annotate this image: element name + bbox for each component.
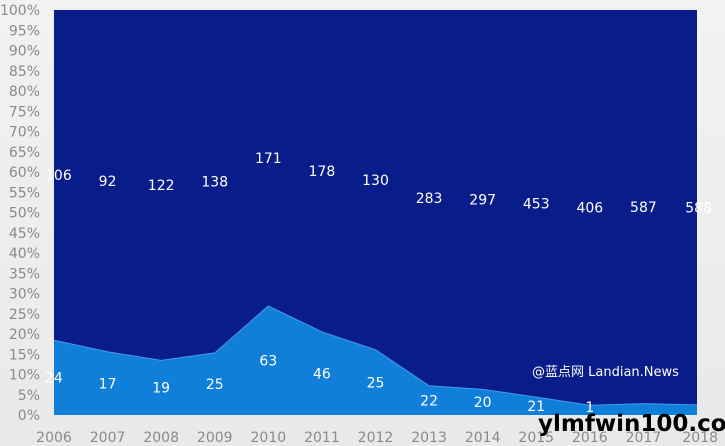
x-tick-label: 2017 <box>626 430 662 446</box>
area-series-2 <box>54 10 697 415</box>
x-tick-label: 2012 <box>358 430 394 446</box>
data-label-series-2: 92 <box>99 174 117 190</box>
data-label-series-1: 21 <box>527 399 545 415</box>
y-tick-label: 5% <box>18 388 40 404</box>
y-tick-label: 10% <box>9 368 40 384</box>
data-label-series-2: 130 <box>362 173 389 189</box>
x-axis: 2006 2007 2008 2009 2010 2011 2012 2013 2014 2015… <box>36 430 718 446</box>
x-tick-label: 2018 <box>682 430 718 446</box>
y-tick-label: 100% <box>0 3 40 19</box>
y-tick-label: 30% <box>9 287 40 303</box>
y-tick-label: 50% <box>9 206 40 222</box>
data-label-series-1: 25 <box>367 375 385 391</box>
data-label-series-2: 453 <box>523 197 550 213</box>
data-label-series-1: 17 <box>99 376 117 392</box>
x-tick-label: 2010 <box>251 430 287 446</box>
y-tick-label: 25% <box>9 307 40 323</box>
y-tick-label: 0% <box>18 408 40 424</box>
watermark: @蓝点网 Landian.News <box>532 365 679 380</box>
y-tick-label: 80% <box>9 84 40 100</box>
data-label-series-1: 46 <box>313 366 331 382</box>
area-layer <box>53 10 698 415</box>
data-label-series-2: 122 <box>148 178 175 194</box>
x-tick-label: 2006 <box>36 430 72 446</box>
y-tick-label: 90% <box>9 44 40 60</box>
data-label-series-2: 587 <box>630 200 657 216</box>
y-axis: 0% 5% 10% 15% 20% 25% 30% 35% 40% 45% 50% 55% 60% 65%… <box>0 3 40 424</box>
data-label-series-1: 22 <box>420 393 438 409</box>
site-logo-text: ylmfwin100.com <box>538 411 725 437</box>
y-tick-label: 20% <box>9 327 40 343</box>
y-tick-label: 60% <box>9 165 40 181</box>
y-tick-label: 55% <box>9 185 40 201</box>
data-label-series-1: 20 <box>474 395 492 411</box>
data-label-series-2: 106 <box>45 168 72 184</box>
y-tick-label: 45% <box>9 226 40 242</box>
data-label-series-1: 24 <box>45 371 63 387</box>
area-series-1 <box>54 306 697 415</box>
data-labels: 106 24 92 17 122 19 138 25 171 63 178 46 130 25 283 22 2… <box>45 151 712 416</box>
data-label-series-2: 406 <box>576 201 603 217</box>
x-tick-label: 2009 <box>197 430 233 446</box>
site-logo: ylmfwin100.com <box>538 411 725 437</box>
data-label-series-2: 297 <box>469 193 496 209</box>
y-tick-label: 65% <box>9 145 40 161</box>
y-tick-label: 35% <box>9 266 40 282</box>
y-tick-label: 75% <box>9 104 40 120</box>
data-label-series-2: 283 <box>416 191 443 207</box>
data-label-series-1: 1 <box>585 400 594 416</box>
data-label-series-2: 178 <box>309 164 336 180</box>
y-tick-label: 70% <box>9 125 40 141</box>
y-tick-label: 15% <box>9 347 40 363</box>
x-tick-label: 2016 <box>572 430 608 446</box>
y-tick-label: 40% <box>9 246 40 262</box>
data-label-series-1: 25 <box>206 377 224 393</box>
data-label-series-2: 138 <box>201 174 228 190</box>
data-label-series-2: 171 <box>255 151 282 167</box>
x-tick-label: 2011 <box>304 430 340 446</box>
data-label-series-2: 588 <box>685 200 712 216</box>
data-label-series-1: 19 <box>152 381 170 397</box>
x-tick-label: 2014 <box>465 430 501 446</box>
data-label-series-1: 63 <box>259 353 277 369</box>
x-tick-label: 2008 <box>143 430 179 446</box>
watermark-text: @蓝点网 Landian.News <box>532 365 679 380</box>
x-tick-label: 2013 <box>411 430 447 446</box>
x-tick-label: 2015 <box>518 430 554 446</box>
area-series-1-edge <box>53 305 698 406</box>
y-tick-label: 85% <box>9 64 40 80</box>
x-tick-label: 2007 <box>90 430 126 446</box>
y-tick-label: 95% <box>9 23 40 39</box>
